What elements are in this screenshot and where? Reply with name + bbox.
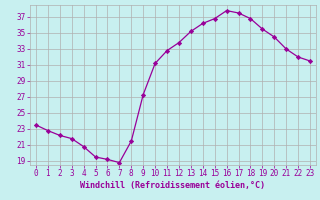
X-axis label: Windchill (Refroidissement éolien,°C): Windchill (Refroidissement éolien,°C) [81,181,266,190]
